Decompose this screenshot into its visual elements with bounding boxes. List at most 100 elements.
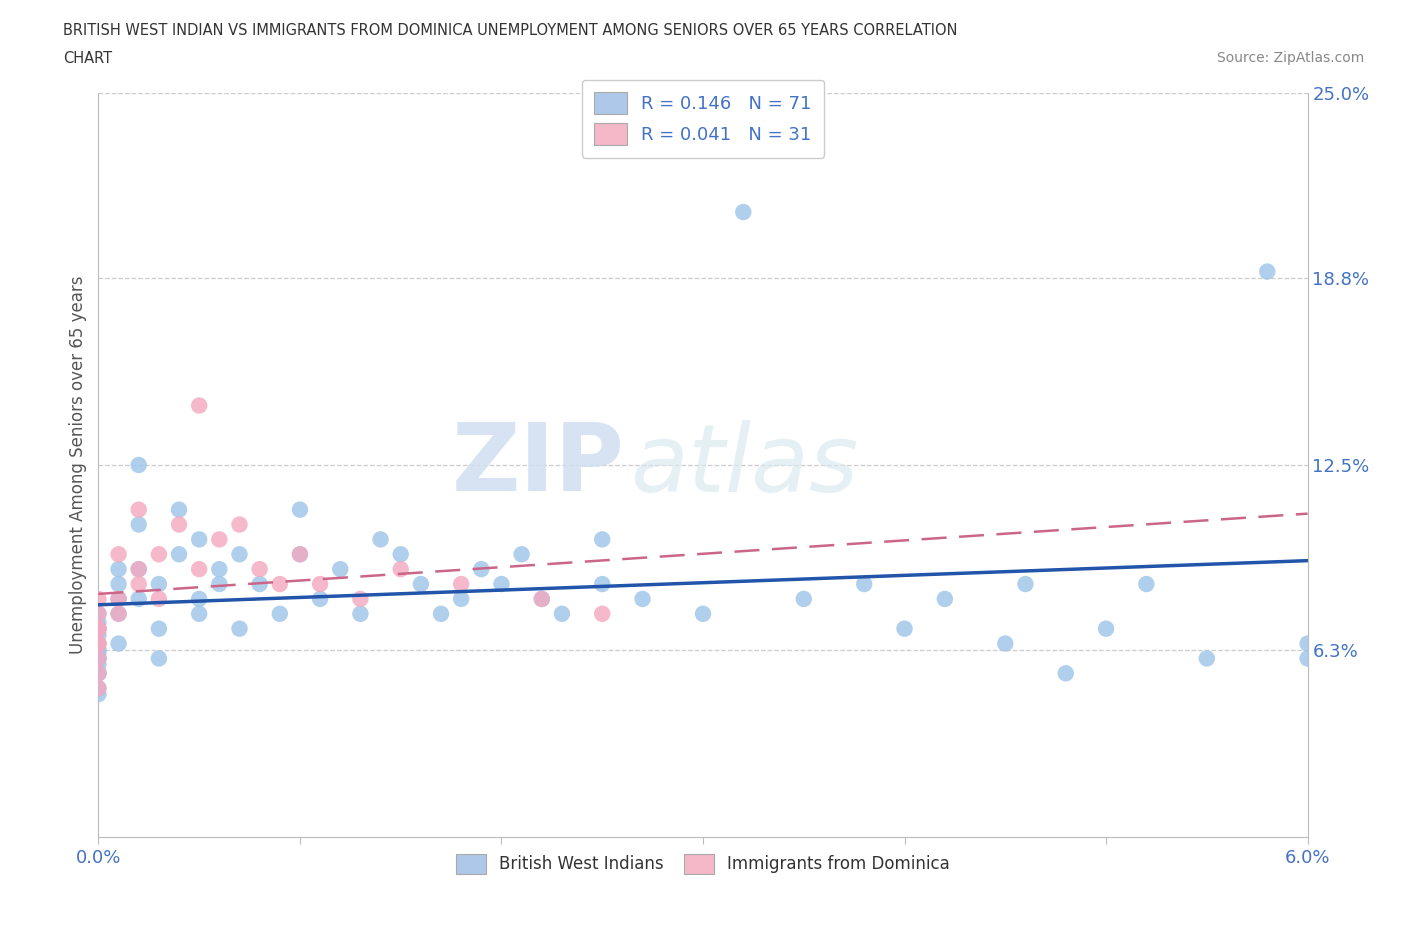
Point bbox=[470, 562, 492, 577]
Point bbox=[148, 651, 170, 666]
Point bbox=[994, 636, 1017, 651]
Point bbox=[128, 562, 150, 577]
Point bbox=[107, 591, 129, 606]
Point bbox=[128, 577, 150, 591]
Point bbox=[87, 621, 110, 636]
Point bbox=[87, 666, 110, 681]
Point bbox=[329, 562, 352, 577]
Point bbox=[87, 645, 110, 660]
Legend: British West Indians, Immigrants from Dominica: British West Indians, Immigrants from Do… bbox=[450, 847, 956, 881]
Point bbox=[87, 621, 110, 636]
Point bbox=[309, 577, 332, 591]
Point bbox=[228, 547, 250, 562]
Point bbox=[208, 562, 231, 577]
Point bbox=[853, 577, 876, 591]
Point bbox=[87, 651, 110, 666]
Y-axis label: Unemployment Among Seniors over 65 years: Unemployment Among Seniors over 65 years bbox=[69, 276, 87, 654]
Point bbox=[208, 577, 231, 591]
Point bbox=[167, 517, 190, 532]
Point bbox=[87, 636, 110, 651]
Point bbox=[128, 502, 150, 517]
Point bbox=[288, 502, 311, 517]
Point bbox=[87, 681, 110, 696]
Point bbox=[188, 562, 211, 577]
Point bbox=[228, 621, 250, 636]
Point bbox=[1095, 621, 1118, 636]
Point bbox=[87, 636, 110, 651]
Point bbox=[148, 621, 170, 636]
Point bbox=[87, 621, 110, 636]
Point bbox=[87, 686, 110, 701]
Point bbox=[107, 577, 129, 591]
Point bbox=[269, 577, 291, 591]
Point bbox=[450, 591, 472, 606]
Point bbox=[87, 616, 110, 631]
Point bbox=[87, 606, 110, 621]
Point bbox=[107, 636, 129, 651]
Point bbox=[107, 547, 129, 562]
Point bbox=[793, 591, 815, 606]
Point bbox=[591, 532, 613, 547]
Point bbox=[692, 606, 714, 621]
Text: BRITISH WEST INDIAN VS IMMIGRANTS FROM DOMINICA UNEMPLOYMENT AMONG SENIORS OVER : BRITISH WEST INDIAN VS IMMIGRANTS FROM D… bbox=[63, 23, 957, 38]
Point bbox=[188, 398, 211, 413]
Point bbox=[87, 642, 110, 657]
Point bbox=[87, 681, 110, 696]
Point bbox=[389, 562, 412, 577]
Point bbox=[128, 562, 150, 577]
Point bbox=[188, 532, 211, 547]
Point bbox=[1135, 577, 1157, 591]
Point bbox=[409, 577, 432, 591]
Point bbox=[1296, 636, 1319, 651]
Point bbox=[288, 547, 311, 562]
Point bbox=[1014, 577, 1036, 591]
Point bbox=[87, 666, 110, 681]
Point bbox=[208, 532, 231, 547]
Point bbox=[107, 606, 129, 621]
Point bbox=[167, 502, 190, 517]
Text: CHART: CHART bbox=[63, 51, 112, 66]
Point bbox=[934, 591, 956, 606]
Point bbox=[349, 591, 371, 606]
Point bbox=[128, 517, 150, 532]
Point bbox=[148, 547, 170, 562]
Point bbox=[87, 621, 110, 636]
Point bbox=[87, 606, 110, 621]
Point bbox=[893, 621, 915, 636]
Point bbox=[107, 606, 129, 621]
Point bbox=[309, 591, 332, 606]
Point bbox=[269, 606, 291, 621]
Point bbox=[228, 517, 250, 532]
Point bbox=[1195, 651, 1218, 666]
Point bbox=[1054, 666, 1077, 681]
Point bbox=[87, 627, 110, 642]
Point bbox=[349, 606, 371, 621]
Point bbox=[430, 606, 453, 621]
Point bbox=[148, 591, 170, 606]
Point bbox=[188, 606, 211, 621]
Point bbox=[288, 547, 311, 562]
Point bbox=[510, 547, 533, 562]
Point bbox=[631, 591, 654, 606]
Point bbox=[551, 606, 574, 621]
Point bbox=[87, 666, 110, 681]
Point bbox=[188, 591, 211, 606]
Point bbox=[87, 657, 110, 671]
Point bbox=[87, 636, 110, 651]
Point bbox=[389, 547, 412, 562]
Text: atlas: atlas bbox=[630, 419, 859, 511]
Point bbox=[87, 591, 110, 606]
Point bbox=[148, 577, 170, 591]
Point bbox=[1256, 264, 1278, 279]
Point bbox=[107, 562, 129, 577]
Point bbox=[249, 562, 271, 577]
Point bbox=[591, 606, 613, 621]
Point bbox=[87, 651, 110, 666]
Text: Source: ZipAtlas.com: Source: ZipAtlas.com bbox=[1216, 51, 1364, 65]
Point bbox=[128, 458, 150, 472]
Point bbox=[491, 577, 513, 591]
Point bbox=[167, 547, 190, 562]
Point bbox=[733, 205, 755, 219]
Point bbox=[450, 577, 472, 591]
Point bbox=[1296, 651, 1319, 666]
